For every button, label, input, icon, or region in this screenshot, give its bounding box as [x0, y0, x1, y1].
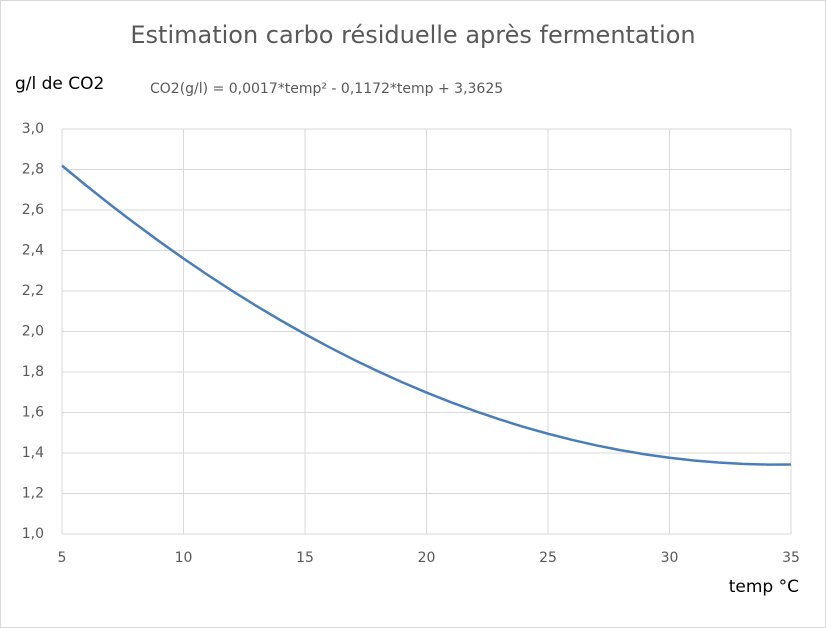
x-tick-label: 10 — [175, 550, 193, 566]
y-tick-label: 2,0 — [22, 324, 44, 340]
x-tick-label: 5 — [58, 550, 67, 566]
line — [61, 164, 792, 466]
y-tick-label: 2,4 — [22, 243, 44, 259]
chart-title: Estimation carbo résiduelle après fermen… — [130, 21, 695, 49]
x-tick-label: 20 — [418, 550, 436, 566]
y-tick-label: 1,0 — [22, 526, 44, 542]
x-tick-label: 35 — [782, 550, 800, 566]
annotation: CO2(g/l) = 0,0017*temp² - 0,1172*temp + … — [150, 81, 503, 97]
y-tick-label: 2,2 — [22, 283, 44, 299]
x-tick-label: 30 — [661, 550, 679, 566]
y-axis-label: g/l de CO2 — [15, 74, 104, 94]
x-tick-label: 25 — [539, 550, 557, 566]
y-tick-label: 2,8 — [22, 162, 44, 178]
y-tick-label: 1,4 — [22, 445, 44, 461]
y-tick-label: 2,6 — [22, 202, 44, 218]
x-axis-label: temp °C — [729, 577, 799, 597]
x-tick-label: 15 — [296, 550, 314, 566]
y-tick-label: 1,6 — [22, 405, 44, 421]
y-tick-label: 1,2 — [22, 486, 44, 502]
y-tick-label: 3,0 — [22, 121, 44, 137]
y-tick-label: 1,8 — [22, 364, 44, 380]
